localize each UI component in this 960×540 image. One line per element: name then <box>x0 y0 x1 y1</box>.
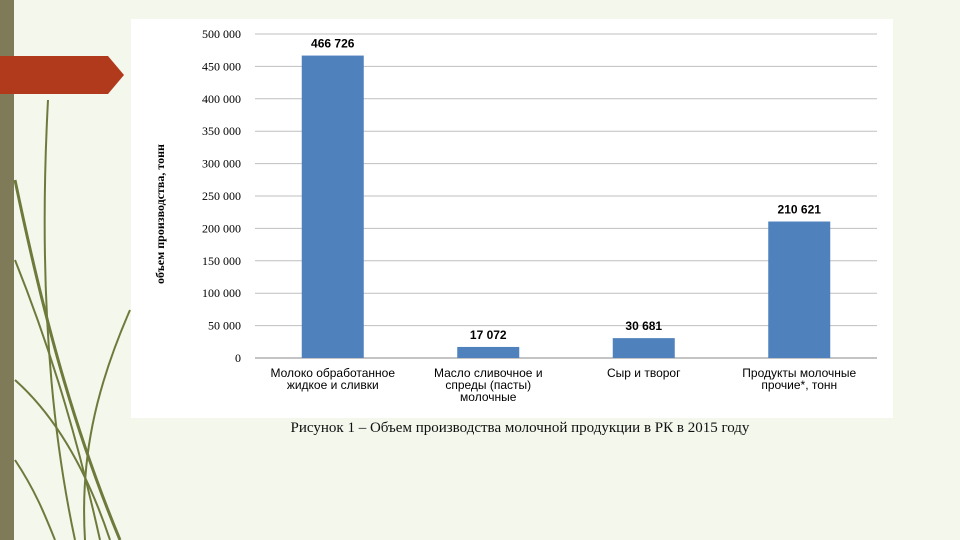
bar <box>612 338 675 358</box>
y-tick-label: 150 000 <box>202 254 241 268</box>
vine-decoration <box>13 179 122 540</box>
y-tick-label: 300 000 <box>202 157 241 171</box>
y-tick-label: 0 <box>235 351 241 365</box>
category-label: спреды (пасты) <box>445 378 531 392</box>
left-stripe <box>0 0 14 540</box>
y-tick-label: 100 000 <box>202 286 241 300</box>
category-label: молочные <box>460 390 517 404</box>
vine-decoration <box>14 459 56 540</box>
bar <box>301 55 364 358</box>
y-tick-label: 250 000 <box>202 189 241 203</box>
bar-chart: 0 50 000 100 000 150 000 200 000 250 000 300 0… <box>153 27 877 404</box>
data-labels: 466 726 17 072 30 681 210 621 <box>311 37 821 342</box>
y-axis-label: объем производства, тонн <box>153 144 167 284</box>
vine-decoration <box>14 259 101 540</box>
category-label: Масло сливочное и <box>434 366 543 380</box>
data-label: 30 681 <box>625 319 662 333</box>
y-tick-label: 200 000 <box>202 221 241 235</box>
y-tick-label: 500 000 <box>202 27 241 41</box>
arrow-tab-icon <box>0 56 124 94</box>
y-tick-label: 450 000 <box>202 59 241 73</box>
data-label: 210 621 <box>778 203 822 217</box>
data-label: 466 726 <box>311 37 355 51</box>
category-label: Молоко обработанное <box>270 366 395 380</box>
y-tick-label: 400 000 <box>202 92 241 106</box>
y-axis-ticks: 0 50 000 100 000 150 000 200 000 250 000 300 0… <box>202 27 241 365</box>
category-label: жидкое и сливки <box>287 378 379 392</box>
y-tick-label: 50 000 <box>208 319 241 333</box>
data-label: 17 072 <box>470 328 507 342</box>
bars <box>301 55 831 358</box>
y-tick-label: 350 000 <box>202 124 241 138</box>
vine-decoration <box>43 99 76 540</box>
bar <box>457 346 520 358</box>
vine-decoration <box>83 309 131 540</box>
category-label: Продукты молочные <box>742 366 856 380</box>
bar <box>768 221 831 358</box>
vine-decoration <box>14 379 111 540</box>
category-label: Сыр и творог <box>607 366 681 380</box>
chart-panel: 0 50 000 100 000 150 000 200 000 250 000 300 0… <box>131 19 893 418</box>
category-label: прочие*, тонн <box>761 378 837 392</box>
figure-caption: Рисунок 1 – Объем производства молочной … <box>290 420 750 436</box>
